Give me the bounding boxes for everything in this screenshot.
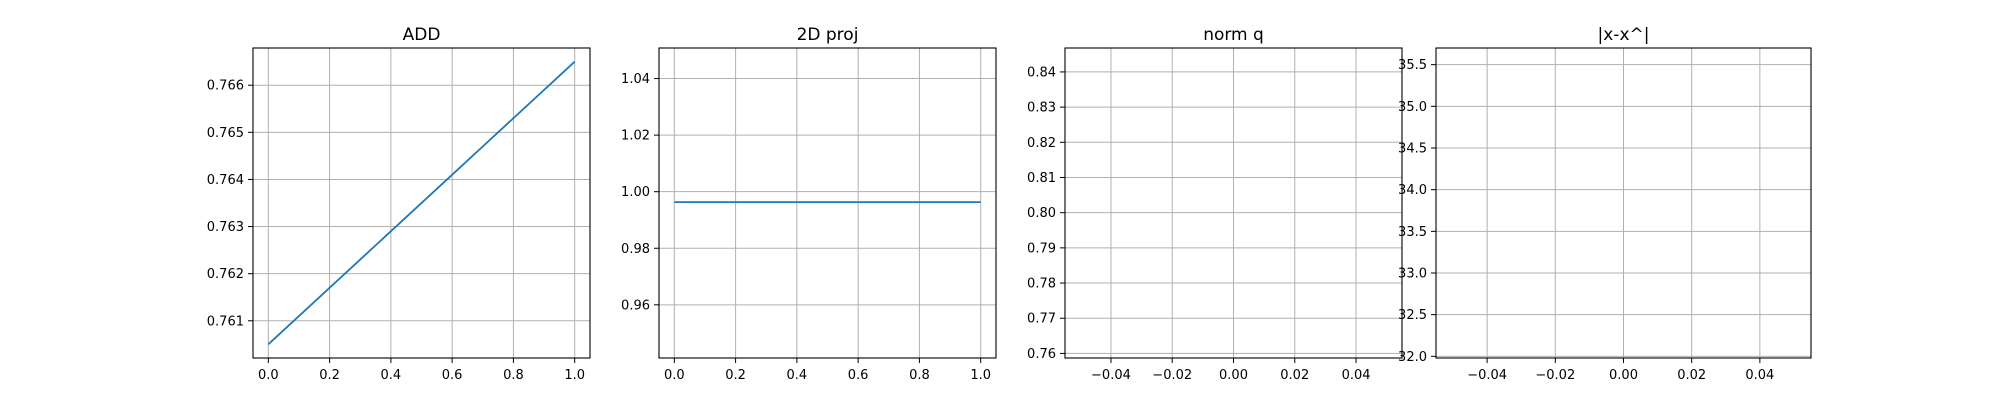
chart-title: |x-x^| [1598, 25, 1650, 45]
y-tick-label: 0.764 [207, 173, 244, 188]
x-tick-label: 0.0 [664, 368, 685, 383]
x-tick-label: 0.00 [1219, 368, 1248, 383]
subplot-2: 0.0 0.2 0.4 0.6 0.8 1.0 0.96 0.98 1.00 1.02 1.04 2D… [621, 25, 997, 383]
y-tick-label: 34.0 [1398, 183, 1427, 198]
y-tick-label: 0.81 [1027, 171, 1056, 186]
x-tick-label: 1.0 [970, 368, 991, 383]
subplot-4: −0.04 −0.02 0.00 0.02 0.04 32.0 32.5 33.0 33.5 34… [1398, 25, 1812, 383]
x-tick-label: 1.0 [564, 368, 585, 383]
x-tick-label: −0.04 [1467, 368, 1507, 383]
y-tick-label: 0.765 [207, 126, 244, 141]
axes-frame [252, 47, 591, 359]
x-tick-label: −0.04 [1091, 368, 1131, 383]
y-tick-label: 0.79 [1027, 241, 1056, 256]
y-tick-label: 0.82 [1027, 136, 1056, 151]
y-tick-label: 0.83 [1027, 101, 1056, 116]
y-tick-label: 0.96 [621, 298, 650, 313]
y-tick-label: 1.00 [621, 185, 650, 200]
y-tick-label: 0.84 [1027, 65, 1056, 80]
y-tick-label: 0.78 [1027, 277, 1056, 292]
x-tick-label: 0.00 [1609, 368, 1638, 383]
axes-frame [658, 47, 997, 359]
y-tick-label: 33.0 [1398, 267, 1427, 282]
y-tick-label: 32.5 [1398, 308, 1427, 323]
y-tick-label: 0.76 [1027, 347, 1056, 362]
x-tick-label: 0.0 [258, 368, 279, 383]
subplot-1: 0.0 0.2 0.4 0.6 0.8 1.0 0.761 0.762 0.763 0.764 0.… [207, 25, 591, 383]
y-tick-label: 0.80 [1027, 206, 1056, 221]
x-tick-label: −0.02 [1152, 368, 1192, 383]
x-tick-label: 0.04 [1745, 368, 1774, 383]
y-tick-label: 0.766 [207, 79, 244, 94]
y-tick-label: 33.5 [1398, 225, 1427, 240]
x-tick-label: 0.4 [381, 368, 402, 383]
y-tick-label: 35.0 [1398, 100, 1427, 115]
series-line [267, 60, 576, 346]
chart-title: 2D proj [797, 25, 859, 45]
y-tick-label: 1.02 [621, 129, 650, 144]
x-tick-label: 0.8 [909, 368, 930, 383]
x-tick-label: 0.6 [848, 368, 869, 383]
x-tick-label: 0.02 [1677, 368, 1706, 383]
y-tick-label: 0.98 [621, 242, 650, 257]
x-tick-label: 0.04 [1342, 368, 1371, 383]
x-tick-label: 0.2 [725, 368, 746, 383]
x-tick-label: 0.8 [503, 368, 524, 383]
x-tick-label: 0.02 [1280, 368, 1309, 383]
x-tick-label: 0.2 [319, 368, 340, 383]
y-tick-label: 34.5 [1398, 142, 1427, 157]
chart-title: norm q [1203, 25, 1264, 45]
chart-title: ADD [403, 25, 441, 45]
y-tick-label: 0.762 [207, 267, 244, 282]
x-tick-label: 0.6 [442, 368, 463, 383]
x-tick-label: 0.4 [787, 368, 808, 383]
y-tick-label: 0.77 [1027, 312, 1056, 327]
y-tick-label: 32.0 [1398, 350, 1427, 365]
x-tick-label: −0.02 [1535, 368, 1575, 383]
y-tick-label: 1.04 [621, 72, 650, 87]
subplot-3: −0.04 −0.02 0.00 0.02 0.04 0.76 0.77 0.78 0.79 0.… [1027, 25, 1403, 383]
y-tick-label: 35.5 [1398, 58, 1427, 73]
y-tick-label: 0.763 [207, 220, 244, 235]
y-tick-label: 0.761 [207, 314, 244, 329]
